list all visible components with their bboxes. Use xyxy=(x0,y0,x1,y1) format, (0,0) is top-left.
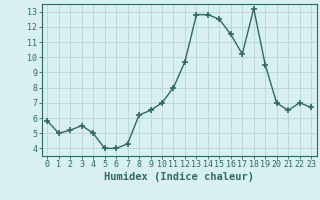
X-axis label: Humidex (Indice chaleur): Humidex (Indice chaleur) xyxy=(104,172,254,182)
